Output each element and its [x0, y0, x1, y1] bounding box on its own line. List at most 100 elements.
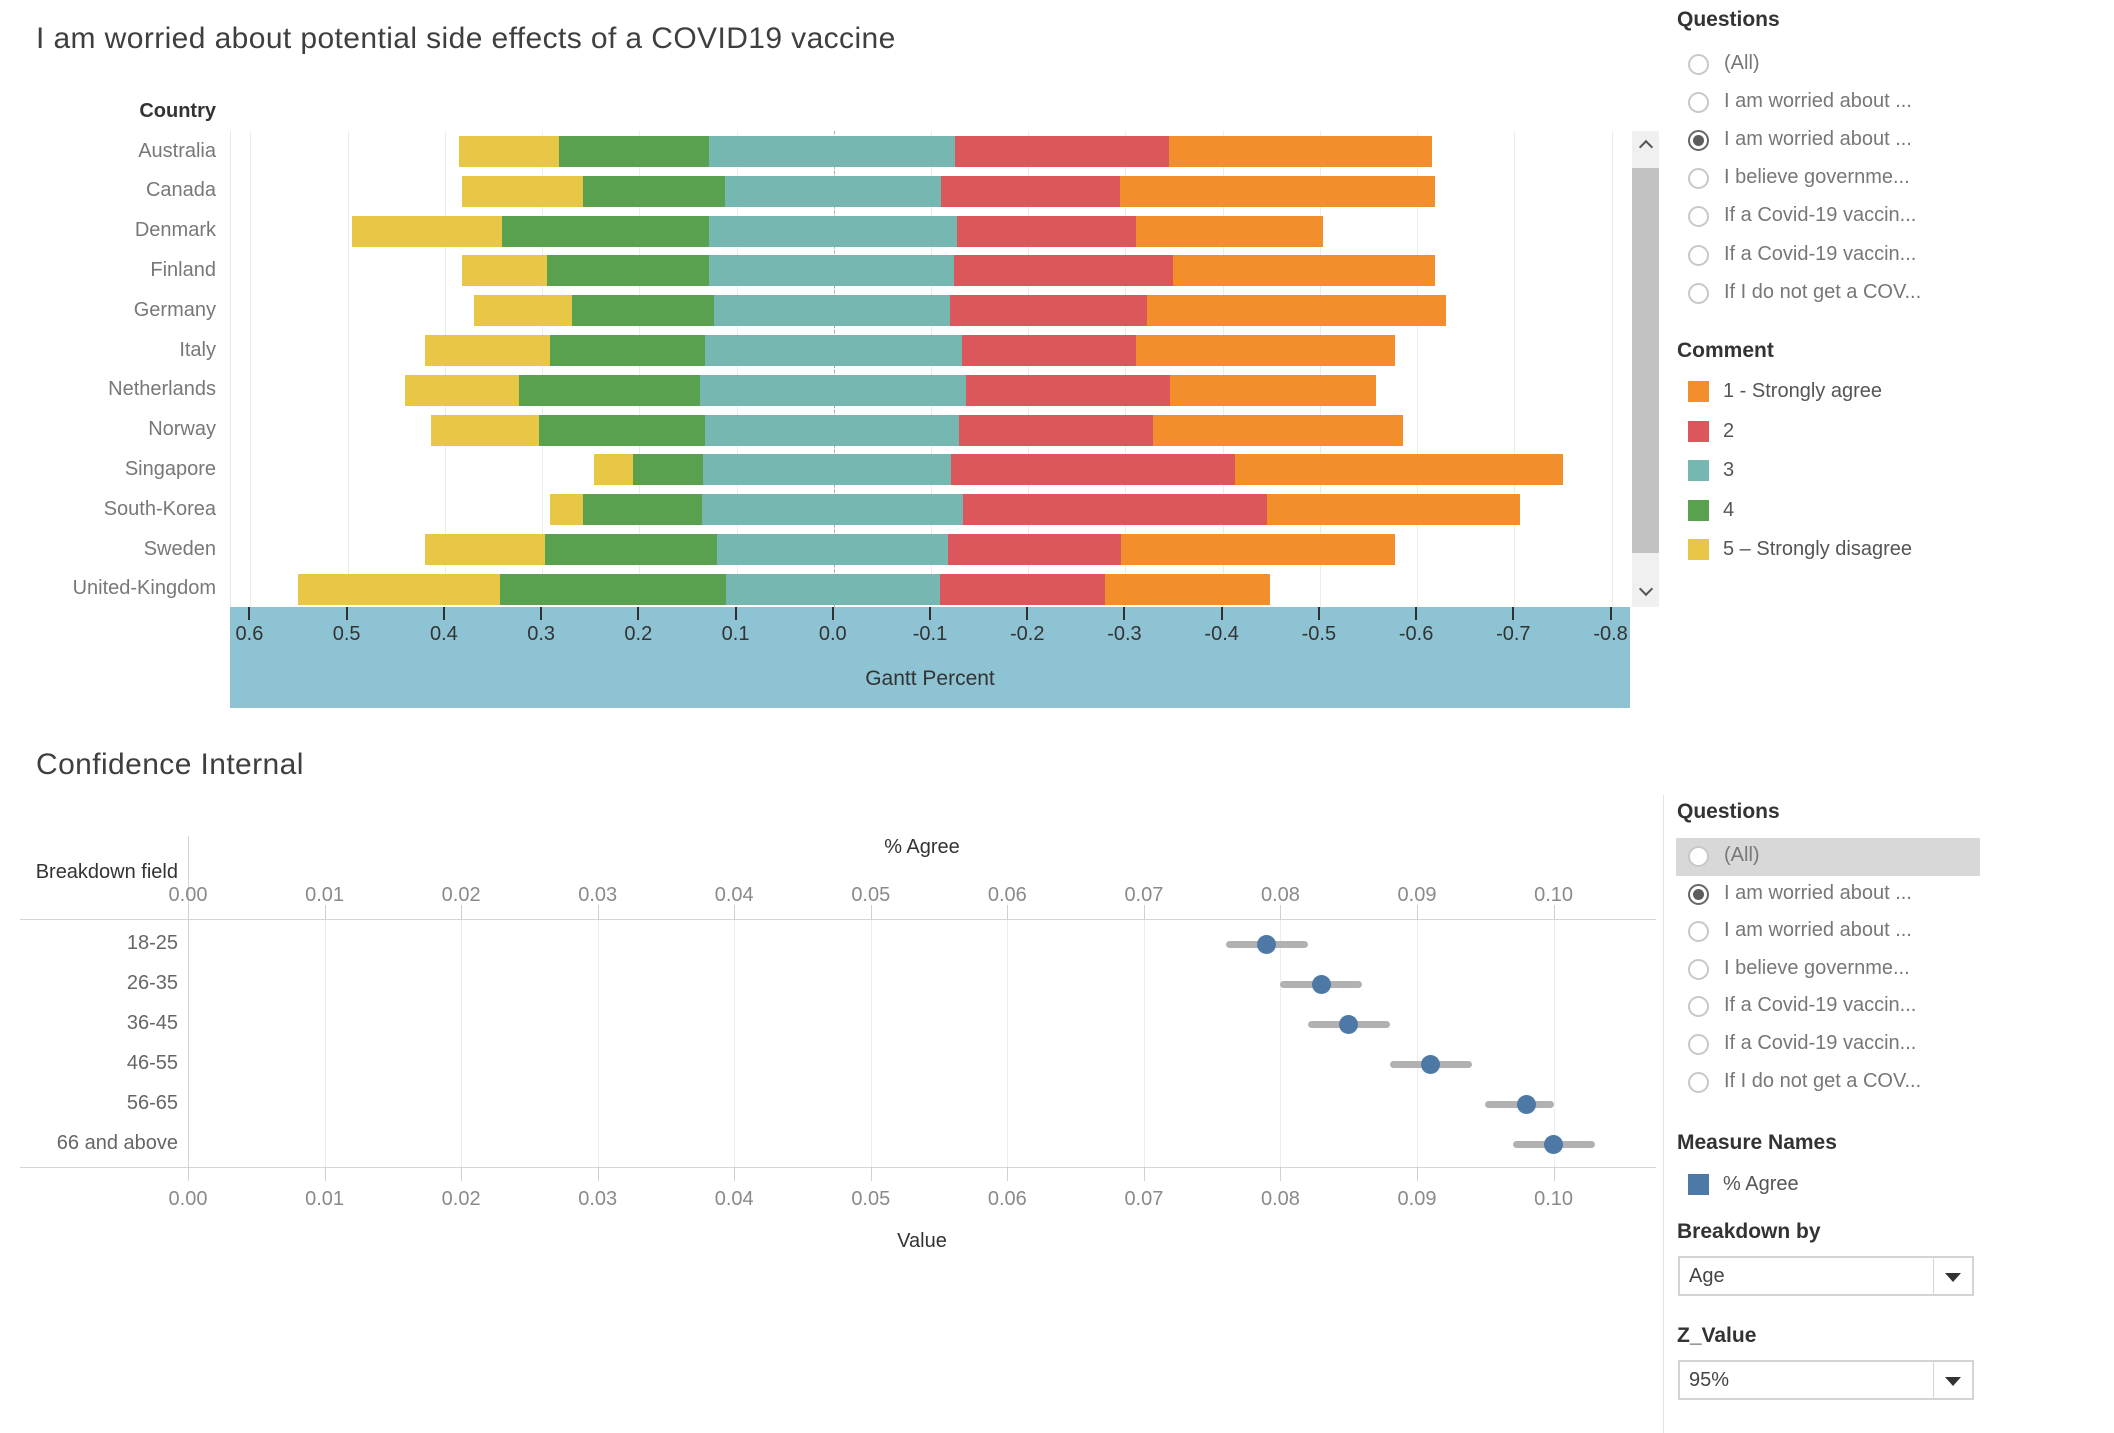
bar-segment[interactable] — [1235, 454, 1563, 486]
bar-segment[interactable] — [966, 374, 1171, 406]
bar-segment[interactable] — [431, 414, 540, 446]
bar-segment[interactable] — [955, 136, 1170, 167]
radio-item[interactable]: If a Covid-19 vaccin... — [1676, 1026, 1980, 1064]
legend-item[interactable]: % Agree — [1676, 1165, 1980, 1205]
radio-item-label[interactable]: I believe governme... — [1724, 166, 1910, 189]
bar-segment[interactable] — [502, 215, 710, 247]
radio-item[interactable]: I believe governme... — [1676, 951, 1980, 989]
bar-segment[interactable] — [705, 335, 963, 366]
legend-item[interactable]: 3 — [1676, 451, 1980, 491]
radio-item-label[interactable]: If a Covid-19 vaccin... — [1724, 204, 1917, 227]
radio-button-icon[interactable] — [1688, 168, 1709, 190]
radio-button-icon[interactable] — [1688, 996, 1709, 1018]
mean-dot[interactable] — [1311, 974, 1331, 994]
bar-segment[interactable] — [500, 573, 726, 605]
radio-item-label[interactable]: If I do not get a COV... — [1724, 280, 1922, 303]
bar-segment[interactable] — [939, 573, 1106, 605]
radio-button-icon[interactable] — [1688, 92, 1709, 114]
bar-segment[interactable] — [940, 175, 1120, 207]
bar-segment[interactable] — [724, 175, 941, 207]
bar-segment[interactable] — [549, 335, 706, 366]
legend-item-label[interactable]: 4 — [1723, 498, 1735, 521]
bar-segment[interactable] — [459, 136, 559, 167]
bar-segment[interactable] — [717, 534, 948, 565]
legend-item-label[interactable]: % Agree — [1723, 1173, 1799, 1195]
bar-segment[interactable] — [1170, 374, 1377, 406]
mean-dot[interactable] — [1421, 1054, 1441, 1074]
bar-segment[interactable] — [705, 414, 960, 446]
bar-segment[interactable] — [957, 215, 1137, 247]
scroll-up-button[interactable] — [1632, 131, 1659, 158]
bar-segment[interactable] — [462, 175, 583, 207]
bar-segment[interactable] — [593, 454, 633, 486]
bar-segment[interactable] — [1105, 573, 1271, 605]
radio-item[interactable]: If I do not get a COV... — [1676, 275, 1980, 313]
radio-button-icon[interactable] — [1688, 1071, 1709, 1093]
bar-segment[interactable] — [518, 374, 700, 406]
radio-button-icon[interactable] — [1688, 54, 1709, 75]
legend-item[interactable]: 1 - Strongly agree — [1676, 372, 1980, 412]
mean-dot[interactable] — [1544, 1134, 1564, 1154]
bar-segment[interactable] — [462, 255, 547, 287]
radio-item-label[interactable]: (All) — [1724, 844, 1760, 866]
bar-segment[interactable] — [425, 534, 546, 565]
bar-segment[interactable] — [405, 374, 519, 406]
bar-segment[interactable] — [632, 454, 703, 486]
bar-segment[interactable] — [950, 295, 1147, 327]
bar-segment[interactable] — [298, 573, 501, 605]
bar-segment[interactable] — [546, 255, 710, 287]
mean-dot[interactable] — [1257, 934, 1277, 954]
bar-segment[interactable] — [474, 295, 573, 327]
bar-segment[interactable] — [1136, 215, 1323, 247]
bar-segment[interactable] — [572, 295, 715, 327]
radio-button-icon[interactable] — [1688, 282, 1709, 304]
bar-segment[interactable] — [699, 374, 966, 406]
legend-item[interactable]: 2 — [1676, 412, 1980, 452]
radio-item-label[interactable]: If I do not get a COV... — [1724, 1069, 1922, 1092]
legend-item-label[interactable]: 1 - Strongly agree — [1723, 380, 1882, 402]
bar-segment[interactable] — [702, 454, 952, 486]
bar-segment[interactable] — [1146, 295, 1447, 327]
radio-item-label[interactable]: (All) — [1724, 52, 1760, 74]
bar-segment[interactable] — [709, 215, 958, 247]
radio-item-label[interactable]: I believe governme... — [1724, 956, 1910, 979]
radio-item-label[interactable]: I am worried about ... — [1724, 128, 1912, 151]
mean-dot[interactable] — [1339, 1014, 1359, 1034]
legend-item-label[interactable]: 2 — [1723, 419, 1735, 442]
radio-item-label[interactable]: If a Covid-19 vaccin... — [1724, 994, 1917, 1017]
bar-segment[interactable] — [1173, 255, 1435, 287]
radio-item-label[interactable]: If a Covid-19 vaccin... — [1724, 1032, 1917, 1054]
bar-segment[interactable] — [951, 454, 1236, 486]
radio-item[interactable]: If a Covid-19 vaccin... — [1676, 237, 1980, 275]
bar-segment[interactable] — [1136, 335, 1395, 366]
bar-segment[interactable] — [582, 494, 702, 526]
vertical-scrollbar[interactable] — [1632, 131, 1659, 607]
bar-segment[interactable] — [947, 534, 1121, 565]
radio-button-icon[interactable] — [1688, 1034, 1709, 1055]
bar-segment[interactable] — [709, 136, 956, 167]
radio-item[interactable]: If a Covid-19 vaccin... — [1676, 198, 1980, 236]
radio-button-icon[interactable] — [1688, 958, 1709, 980]
radio-item[interactable]: I am worried about ... — [1676, 913, 1980, 951]
bar-segment[interactable] — [1169, 136, 1432, 167]
mean-dot[interactable] — [1516, 1094, 1536, 1114]
radio-item[interactable]: If a Covid-19 vaccin... — [1676, 988, 1980, 1026]
bar-segment[interactable] — [959, 414, 1153, 446]
bar-segment[interactable] — [351, 215, 503, 247]
bar-segment[interactable] — [582, 175, 725, 207]
radio-item-label[interactable]: I am worried about ... — [1724, 90, 1912, 113]
radio-item-label[interactable]: I am worried about ... — [1724, 881, 1912, 904]
legend-item-label[interactable]: 5 – Strongly disagree — [1723, 538, 1913, 561]
bar-segment[interactable] — [962, 335, 1137, 366]
radio-item[interactable]: (All) — [1676, 46, 1980, 84]
legend-item[interactable]: 5 – Strongly disagree — [1676, 530, 1980, 570]
gantt-axis-band[interactable]: 0.6 0.5 0.4 0.3 0.2 0.1 0.0 -0.1 -0.2 -0.3 -0.4 -0.… — [230, 607, 1630, 708]
bar-segment[interactable] — [558, 136, 710, 167]
bar-segment[interactable] — [1152, 414, 1403, 446]
bar-segment[interactable] — [1120, 534, 1395, 565]
legend-item[interactable]: 4 — [1676, 491, 1980, 531]
radio-item-label[interactable]: If a Covid-19 vaccin... — [1724, 242, 1917, 265]
dropdown-button[interactable] — [1933, 1258, 1972, 1294]
scroll-down-button[interactable] — [1632, 574, 1659, 607]
bar-segment[interactable] — [963, 494, 1268, 526]
